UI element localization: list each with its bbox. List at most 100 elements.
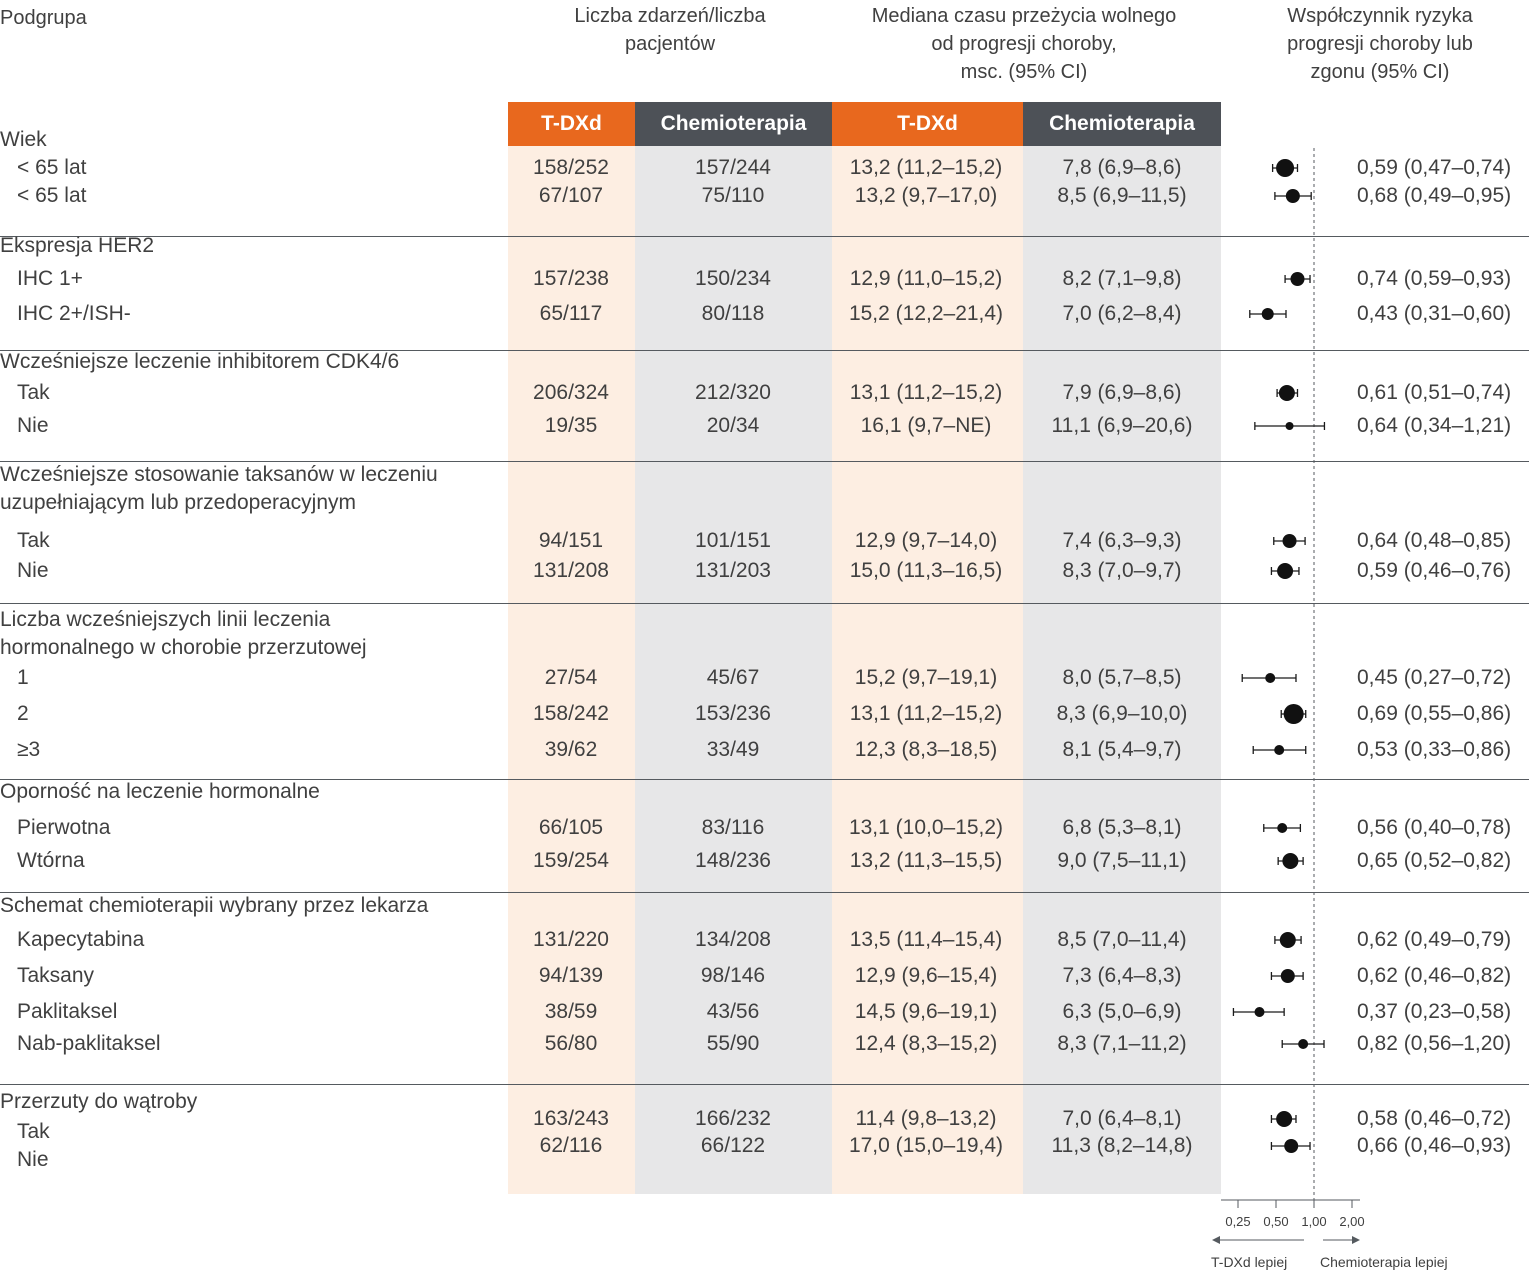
row-label: Nie: [17, 559, 49, 582]
tdxd-median-cell: 13,2 (11,3–15,5): [849, 849, 1003, 872]
tdxd-events-cell: 62/116: [539, 1134, 603, 1157]
tdxd-median-pill: T-DXd: [832, 102, 1023, 146]
median-header: Mediana czasu przeżycia wolnego od progr…: [828, 2, 1220, 86]
hr-point: [1254, 1007, 1265, 1017]
chemo-median-pill: Chemioterapia: [1023, 102, 1221, 146]
hr-value-cell: 0,62 (0,46–0,82): [1357, 964, 1512, 987]
hr-value-cell: 0,59 (0,46–0,76): [1357, 559, 1512, 582]
tdxd-median-cell: 11,4 (9,8–13,2): [855, 1107, 997, 1130]
median-header-line-2: od progresji choroby,: [931, 33, 1117, 55]
chemo-median-cell: 7,8 (6,9–8,6): [1062, 156, 1182, 179]
group-title: Wiek: [0, 128, 47, 151]
chemo-median-cell: 7,0 (6,4–8,1): [1062, 1107, 1182, 1130]
row-label: Tak: [17, 381, 50, 404]
tdxd-median-cell: 12,9 (9,7–14,0): [854, 529, 998, 552]
subgroup-header: Podgrupa: [0, 7, 87, 29]
tdxd-median-cell: 15,2 (12,2–21,4): [848, 302, 1004, 325]
group-title: Oporność na leczenie hormonalne: [0, 780, 320, 803]
chemo-events-cell: 33/49: [706, 738, 760, 761]
chemo-median-cell: 8,3 (7,0–9,7): [1062, 559, 1182, 582]
tdxd-median-cell: 13,2 (9,7–17,0): [854, 184, 998, 207]
chemo-events-cell: 148/236: [695, 849, 771, 872]
chemo-median-cell: 7,3 (6,4–8,3): [1062, 964, 1182, 987]
chemo-better-label: Chemioterapia lepiej: [1320, 1254, 1448, 1270]
events-header: Liczba zdarzeń/liczba pacjentów: [520, 2, 820, 58]
row-label: < 65 lat: [17, 184, 87, 207]
hr-point: [1282, 534, 1297, 548]
right-arrow-head: [1352, 1236, 1360, 1244]
tdxd-events-cell: 39/62: [544, 738, 598, 761]
chemo-median-cell: 8,1 (5,4–9,7): [1062, 738, 1182, 761]
x-axis-tick-label: 1,00: [1301, 1214, 1326, 1229]
row-label: Tak: [17, 529, 50, 552]
chemo-events-cell: 150/234: [695, 267, 771, 290]
hr-value-cell: 0,82 (0,56–1,20): [1357, 1032, 1512, 1055]
hr-value-cell: 0,62 (0,49–0,79): [1357, 928, 1512, 951]
tdxd-events-cell: 94/139: [538, 964, 604, 987]
chemo-median-cell: 8,3 (7,1–11,2): [1057, 1032, 1187, 1055]
hr-header: Współczynnik ryzyka progresji choroby lu…: [1230, 2, 1529, 86]
chemo-median-column-bg: [1023, 146, 1221, 1194]
hr-value-cell: 0,53 (0,33–0,86): [1357, 738, 1512, 761]
hr-value-cell: 0,68 (0,49–0,95): [1357, 184, 1512, 207]
group-title: Wcześniejsze leczenie inhibitorem CDK4/6: [0, 350, 400, 373]
hr-value-cell: 0,58 (0,46–0,72): [1357, 1107, 1512, 1130]
group-divider: [0, 350, 1529, 351]
chemo-events-cell: 101/151: [695, 529, 771, 552]
hr-point: [1284, 1139, 1299, 1153]
hr-value-cell: 0,56 (0,40–0,78): [1357, 816, 1512, 839]
hr-point: [1274, 745, 1285, 755]
tdxd-median-cell: 13,5 (11,4–15,4): [849, 928, 1003, 951]
chemo-events-column-bg: [635, 146, 832, 1194]
chemo-events-cell: 66/122: [700, 1134, 766, 1157]
hr-value-cell: 0,64 (0,48–0,85): [1357, 529, 1512, 552]
left-arrow-head: [1212, 1236, 1220, 1244]
hr-value-cell: 0,37 (0,23–0,58): [1357, 1000, 1512, 1023]
row-label: < 65 lat: [17, 156, 87, 179]
chemo-events-cell: 166/232: [695, 1107, 771, 1130]
events-header-line-2: pacjentów: [624, 33, 716, 55]
chemo-events-pill: Chemioterapia: [635, 102, 832, 146]
row-label: Taksany: [17, 964, 95, 987]
row-label: Nie: [17, 414, 49, 437]
row-label: IHC 2+/ISH-: [17, 302, 131, 325]
row-label: Paklitaksel: [17, 1000, 118, 1023]
chemo-events-cell: 134/208: [695, 928, 771, 951]
hr-point: [1298, 1039, 1309, 1049]
group-title: Liczba wcześniejszych linii leczenia: [0, 608, 331, 631]
hr-header-line-2: progresji choroby lub: [1287, 33, 1473, 55]
group-divider: [0, 892, 1529, 893]
events-header-line-1: Liczba zdarzeń/liczba: [574, 5, 766, 27]
group-title: hormonalnego w chorobie przerzutowej: [0, 636, 367, 659]
row-label: Wtórna: [17, 849, 85, 872]
hr-value-cell: 0,59 (0,47–0,74): [1357, 156, 1512, 179]
tdxd-median-cell: 13,1 (11,2–15,2): [849, 702, 1003, 725]
chemo-events-cell: 157/244: [695, 156, 771, 179]
chemo-events-cell: 45/67: [706, 666, 760, 689]
hr-point: [1276, 159, 1295, 177]
hr-point: [1290, 272, 1305, 286]
hr-point: [1277, 823, 1288, 833]
x-axis-tick-label: 0,25: [1225, 1214, 1250, 1229]
group-divider: [0, 603, 1529, 604]
chemo-median-cell: 8,5 (6,9–11,5): [1057, 184, 1187, 207]
tdxd-median-cell: 15,2 (9,7–19,1): [854, 666, 998, 689]
chemo-median-cell: 9,0 (7,5–11,1): [1057, 849, 1187, 872]
tdxd-events-cell: 65/117: [539, 302, 603, 325]
hr-value-cell: 0,61 (0,51–0,74): [1357, 381, 1512, 404]
group-title: Wcześniejsze stosowanie taksanów w lecze…: [0, 463, 438, 486]
tdxd-events-cell: 38/59: [544, 1000, 598, 1023]
chemo-median-cell: 8,0 (5,7–8,5): [1062, 666, 1182, 689]
tdxd-events-cell: 67/107: [538, 184, 604, 207]
median-header-line-3: msc. (95% CI): [960, 61, 1088, 83]
chemo-events-cell: 98/146: [700, 964, 766, 987]
group-title: Przerzuty do wątroby: [0, 1090, 198, 1113]
chemo-events-cell: 20/34: [706, 414, 760, 437]
hr-point: [1285, 189, 1300, 203]
chemo-events-cell: 83/116: [701, 816, 765, 839]
tdxd-events-pill: T-DXd: [508, 102, 635, 146]
chemo-events-cell: 212/320: [695, 381, 771, 404]
tdxd-median-cell: 14,5 (9,6–19,1): [854, 1000, 998, 1023]
group-title: uzupełniającym lub przedoperacyjnym: [0, 491, 357, 514]
